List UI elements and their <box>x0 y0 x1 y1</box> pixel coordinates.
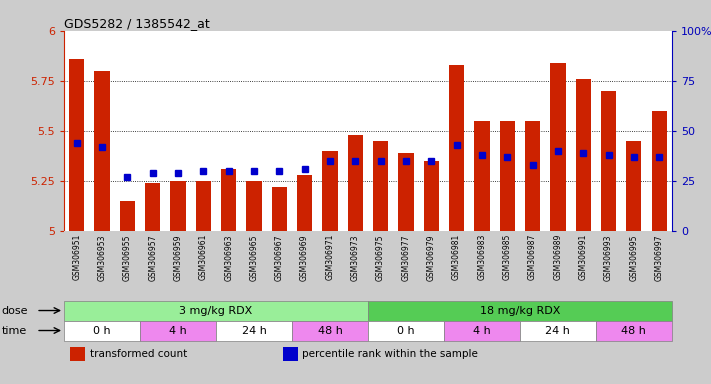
Bar <box>626 141 641 230</box>
Text: GSM306977: GSM306977 <box>402 234 410 281</box>
Bar <box>525 121 540 230</box>
Text: GSM306967: GSM306967 <box>274 234 284 281</box>
Text: transformed count: transformed count <box>90 349 187 359</box>
Bar <box>576 79 591 230</box>
Text: GSM306955: GSM306955 <box>123 234 132 281</box>
Text: GSM306991: GSM306991 <box>579 234 588 280</box>
Text: GSM306963: GSM306963 <box>224 234 233 281</box>
Bar <box>348 135 363 230</box>
Bar <box>449 65 464 230</box>
Bar <box>373 141 388 230</box>
Text: 24 h: 24 h <box>242 326 267 336</box>
Bar <box>246 180 262 230</box>
Text: GSM306951: GSM306951 <box>72 234 81 280</box>
Text: GSM306997: GSM306997 <box>655 234 664 281</box>
Text: 4 h: 4 h <box>169 326 187 336</box>
Bar <box>601 91 616 230</box>
Text: GSM306993: GSM306993 <box>604 234 613 281</box>
Text: GSM306973: GSM306973 <box>351 234 360 281</box>
Text: GSM306979: GSM306979 <box>427 234 436 281</box>
Text: 0 h: 0 h <box>397 326 415 336</box>
Text: GDS5282 / 1385542_at: GDS5282 / 1385542_at <box>64 17 210 30</box>
Bar <box>145 183 160 230</box>
Text: GSM306953: GSM306953 <box>97 234 107 281</box>
Bar <box>119 200 135 230</box>
FancyBboxPatch shape <box>444 321 520 341</box>
Text: percentile rank within the sample: percentile rank within the sample <box>302 349 479 359</box>
Bar <box>500 121 515 230</box>
FancyBboxPatch shape <box>216 321 292 341</box>
Text: GSM306983: GSM306983 <box>477 234 486 280</box>
Text: GSM306969: GSM306969 <box>300 234 309 281</box>
FancyBboxPatch shape <box>64 321 140 341</box>
Bar <box>398 152 414 230</box>
Bar <box>283 347 298 361</box>
Bar <box>221 169 236 230</box>
FancyBboxPatch shape <box>368 301 672 321</box>
Text: GSM306995: GSM306995 <box>629 234 638 281</box>
Text: time: time <box>1 326 27 336</box>
Text: GSM306985: GSM306985 <box>503 234 512 280</box>
Text: GSM306971: GSM306971 <box>326 234 334 280</box>
Bar <box>95 71 109 230</box>
Bar <box>474 121 489 230</box>
Text: GSM306959: GSM306959 <box>173 234 183 281</box>
Text: 24 h: 24 h <box>545 326 570 336</box>
Bar <box>322 151 338 230</box>
Text: 48 h: 48 h <box>318 326 343 336</box>
Text: 3 mg/kg RDX: 3 mg/kg RDX <box>179 306 252 316</box>
FancyBboxPatch shape <box>596 321 672 341</box>
Bar <box>171 180 186 230</box>
Bar <box>651 111 667 230</box>
Text: 18 mg/kg RDX: 18 mg/kg RDX <box>480 306 560 316</box>
Bar <box>196 180 211 230</box>
Text: GSM306961: GSM306961 <box>199 234 208 280</box>
Bar <box>550 63 565 230</box>
Text: 48 h: 48 h <box>621 326 646 336</box>
FancyBboxPatch shape <box>292 321 368 341</box>
Bar <box>297 175 312 230</box>
Bar <box>69 59 85 230</box>
FancyBboxPatch shape <box>520 321 596 341</box>
Bar <box>70 347 85 361</box>
FancyBboxPatch shape <box>368 321 444 341</box>
Text: 0 h: 0 h <box>93 326 111 336</box>
FancyBboxPatch shape <box>64 301 368 321</box>
Bar <box>424 161 439 230</box>
Text: GSM306987: GSM306987 <box>528 234 537 280</box>
Text: GSM306981: GSM306981 <box>452 234 461 280</box>
Text: 4 h: 4 h <box>473 326 491 336</box>
Bar <box>272 187 287 230</box>
Text: GSM306965: GSM306965 <box>250 234 259 281</box>
Text: GSM306989: GSM306989 <box>553 234 562 280</box>
Text: dose: dose <box>1 306 28 316</box>
Text: GSM306957: GSM306957 <box>148 234 157 281</box>
FancyBboxPatch shape <box>140 321 216 341</box>
Text: GSM306975: GSM306975 <box>376 234 385 281</box>
